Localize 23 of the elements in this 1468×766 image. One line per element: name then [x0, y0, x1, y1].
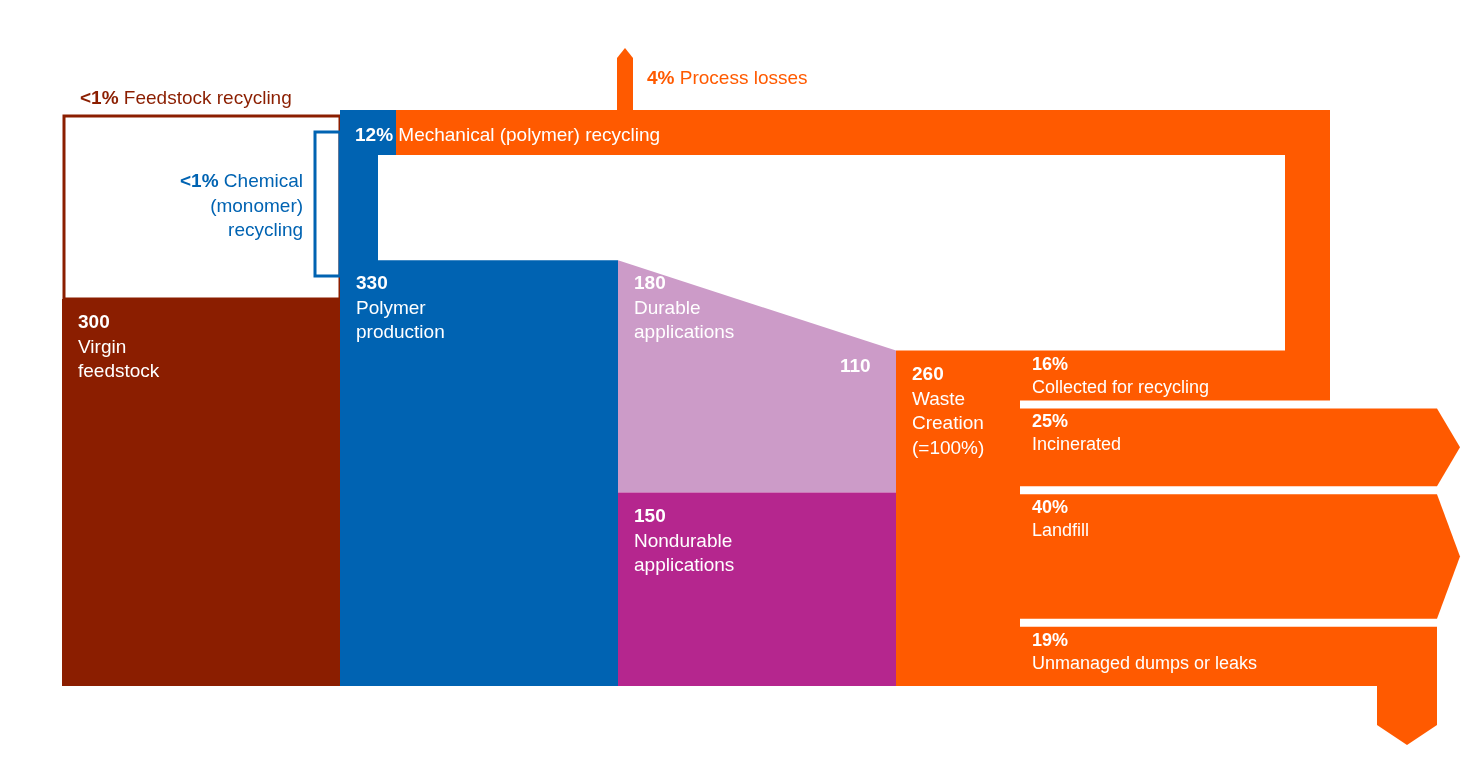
text: 12% Mechanical (polymer) recycling: [355, 124, 661, 145]
text: <1% Feedstock recycling: [80, 87, 292, 108]
data-label: 180: [634, 272, 666, 293]
category-label: Incinerated: [1032, 434, 1122, 455]
category-label: Landfill: [1032, 520, 1090, 541]
data-label: 150: [634, 505, 666, 526]
category-label: Collected for recycling: [1032, 377, 1210, 398]
data-label: 40%: [1032, 497, 1069, 517]
category-label: Waste Creation (=100%): [912, 387, 985, 459]
text: 4% Process losses: [647, 67, 808, 88]
text: 110: [840, 355, 871, 376]
data-label: 25%: [1032, 411, 1069, 431]
category-label: Polymer production: [356, 296, 445, 343]
data-label: 16%: [1032, 354, 1069, 374]
data-label: 19%: [1032, 630, 1069, 650]
data-label: 260: [912, 363, 944, 384]
data-label: 300: [78, 311, 110, 332]
data-label: 330: [356, 272, 388, 293]
category-label: Durable applications: [634, 296, 735, 343]
text: <1% Chemical (monomer) recycling: [180, 170, 304, 241]
category-label: Nondurable applications: [634, 529, 735, 576]
category-label: Virgin feedstock: [78, 335, 160, 382]
category-label: Unmanaged dumps or leaks: [1032, 653, 1258, 674]
